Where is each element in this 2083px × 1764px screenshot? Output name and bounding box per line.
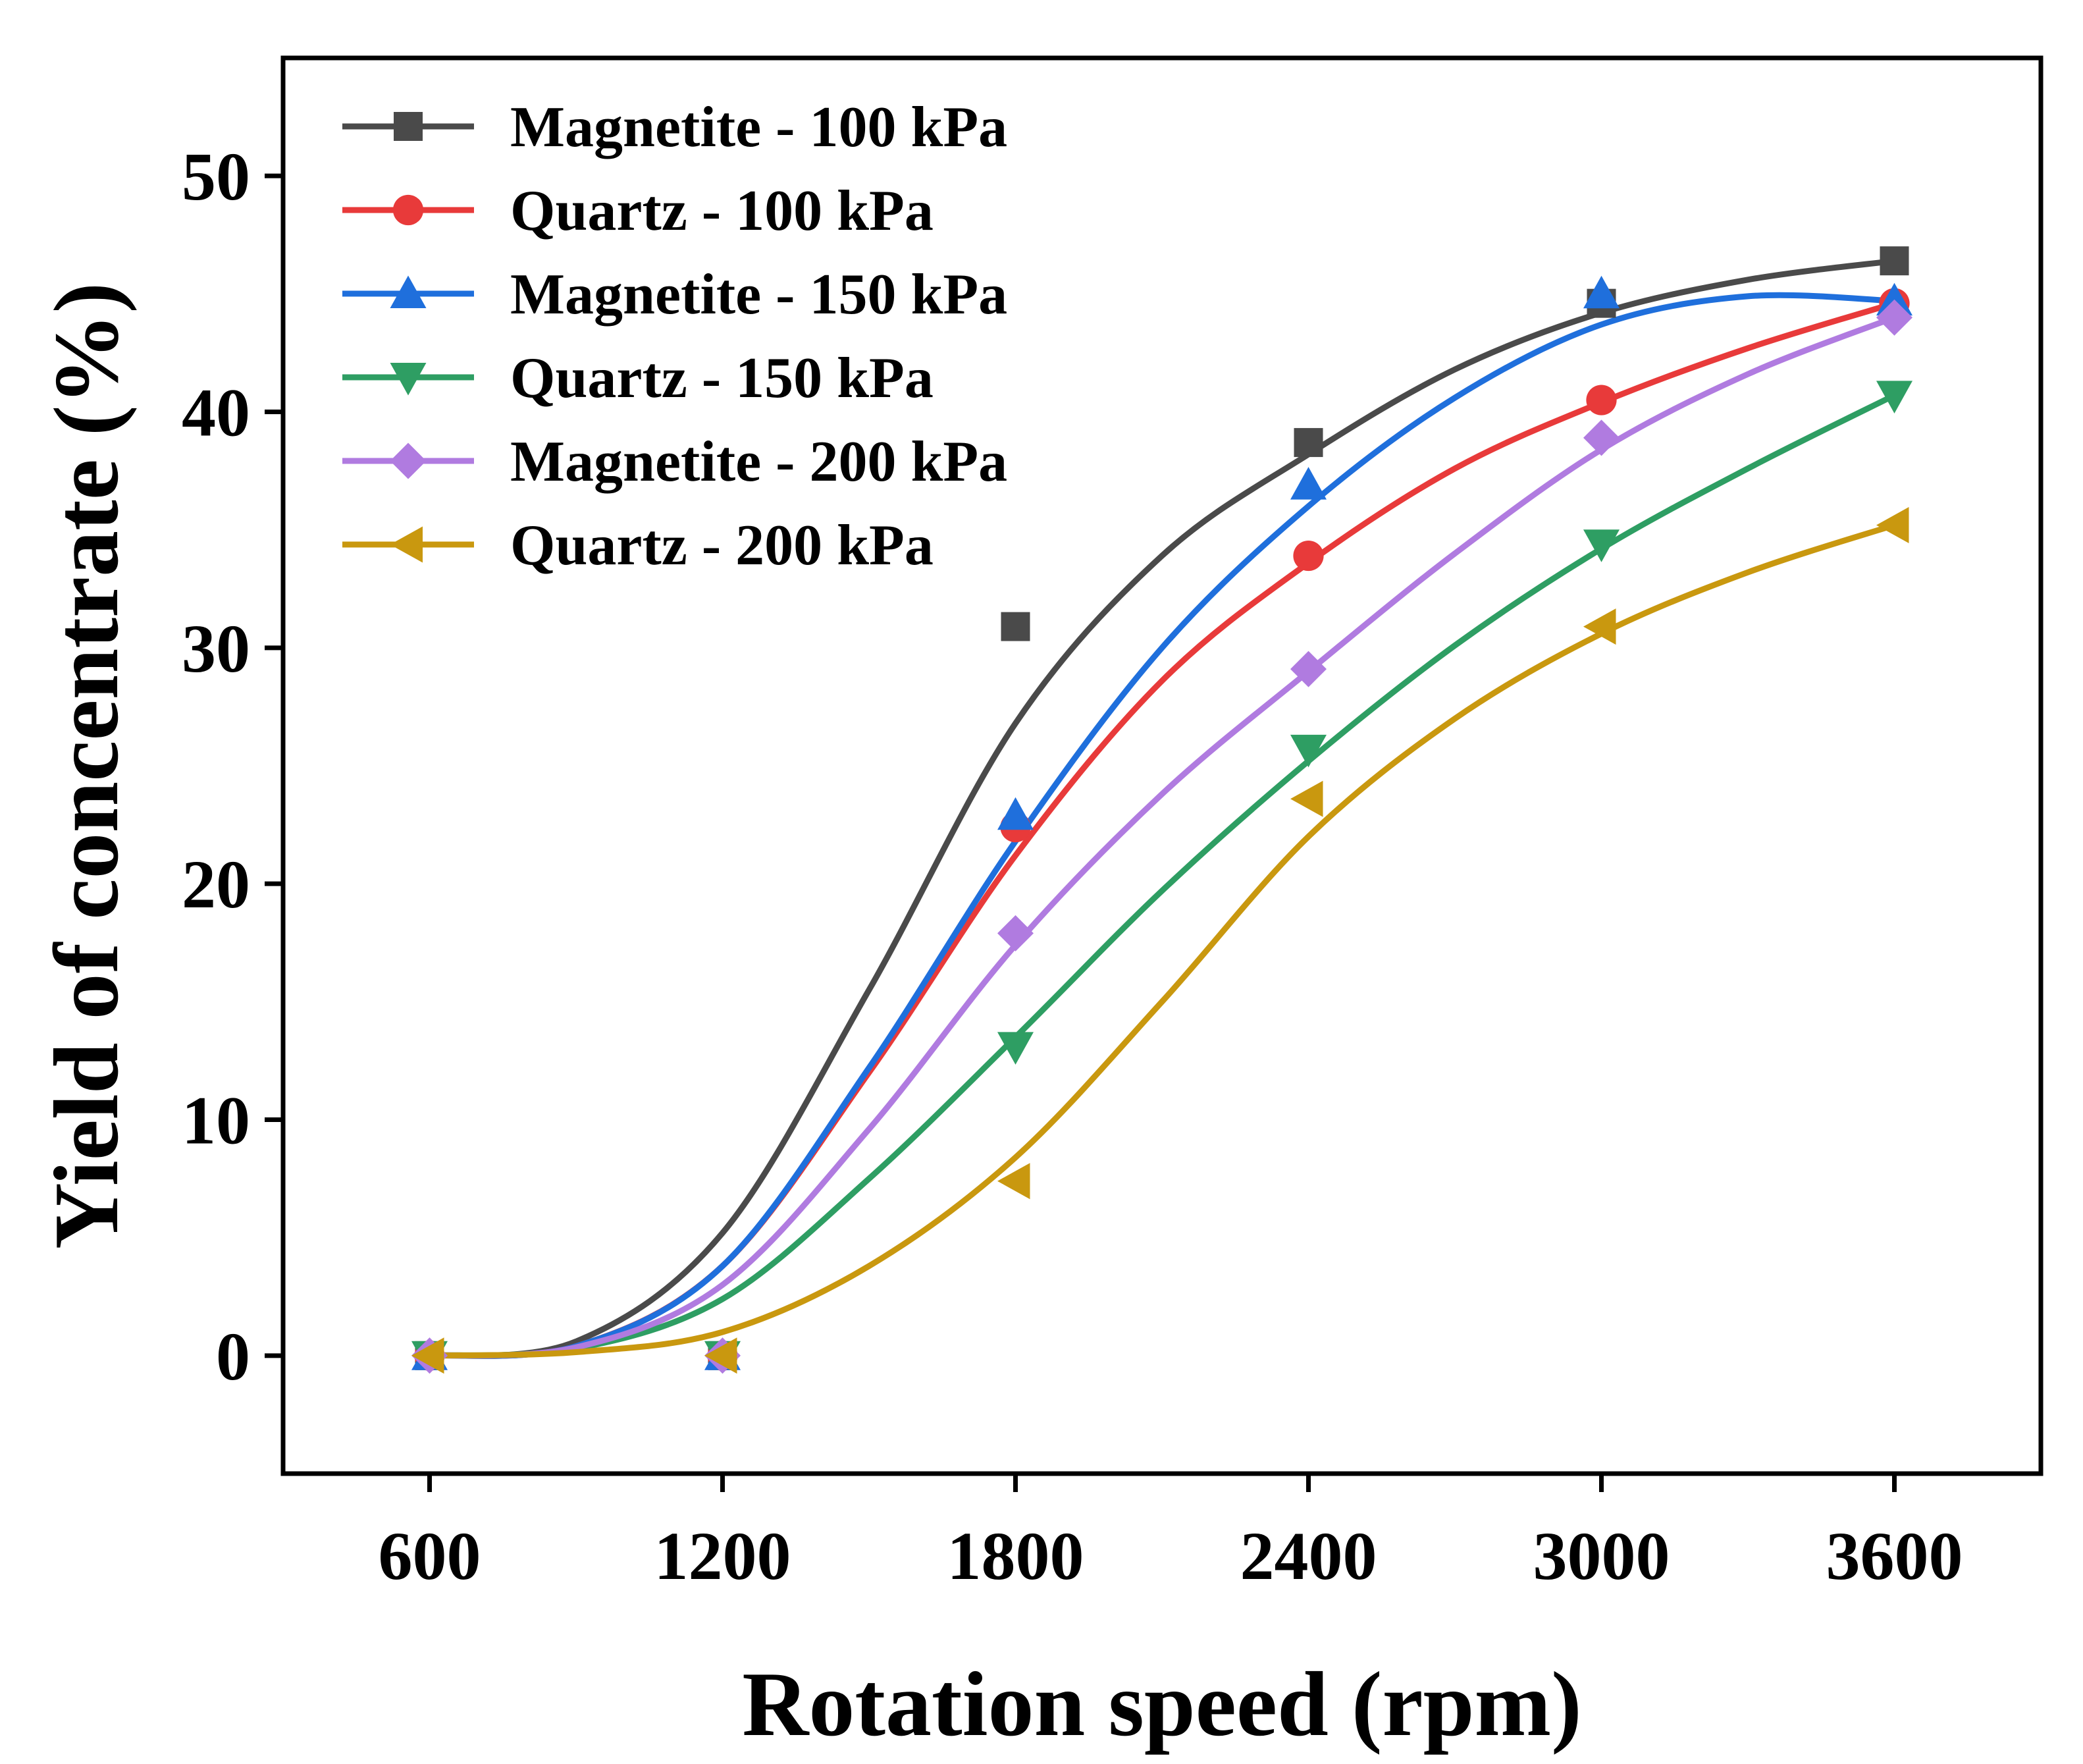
data-point [1290, 467, 1327, 500]
y-tick-label: 20 [182, 847, 250, 922]
data-point [1876, 507, 1909, 543]
series-line-4 [427, 314, 1897, 1359]
x-axis: 600 1200 1800 2400 3000 3600 [379, 1474, 1963, 1594]
legend-label: Magnetite - 100 kPa [510, 95, 1007, 159]
data-point [997, 915, 1034, 951]
data-point [1290, 780, 1323, 817]
data-point [1001, 612, 1030, 641]
legend-label: Quartz - 150 kPa [510, 346, 934, 410]
legend-marker [390, 275, 427, 308]
data-point [1876, 282, 1912, 316]
x-tick-label: 1200 [654, 1518, 791, 1594]
series-line-3 [427, 392, 1897, 1359]
series-curves [427, 257, 1897, 1359]
x-tick-label: 2400 [1240, 1518, 1377, 1594]
data-point [411, 1337, 444, 1374]
legend-marker [392, 194, 424, 226]
y-tick-label: 50 [182, 139, 250, 215]
x-tick-label: 1800 [947, 1518, 1084, 1594]
data-point [1293, 540, 1324, 572]
legend-label: Magnetite - 200 kPa [510, 430, 1007, 494]
data-point [704, 1337, 737, 1374]
x-tick-label: 3600 [1826, 1518, 1963, 1594]
series-line-5 [427, 522, 1897, 1359]
legend: Magnetite - 100 kPa Quartz - 100 kPa Magne… [342, 95, 1007, 577]
legend-marker [390, 363, 427, 396]
data-point [997, 1032, 1034, 1065]
data-point [1294, 428, 1323, 458]
x-tick-label: 600 [379, 1518, 481, 1594]
data-point [1583, 608, 1616, 645]
data-point [997, 797, 1034, 830]
y-tick-label: 40 [182, 375, 250, 451]
data-point [997, 1163, 1030, 1200]
y-axis-title: Yield of concentrate (%) [36, 282, 138, 1249]
data-point [1290, 734, 1327, 768]
data-point [1586, 385, 1617, 415]
legend-label: Quartz - 200 kPa [510, 514, 934, 577]
legend-label: Magnetite - 150 kPa [510, 263, 1007, 327]
legend-marker [390, 526, 423, 563]
legend-marker [394, 112, 423, 141]
data-point [1290, 651, 1327, 687]
data-point [1583, 419, 1620, 456]
data-point [1880, 246, 1909, 276]
legend-marker [390, 442, 427, 479]
y-tick-label: 10 [182, 1083, 250, 1159]
y-axis: 0 10 20 30 40 50 [182, 139, 283, 1395]
x-axis-title: Rotation speed (rpm) [742, 1653, 1581, 1755]
data-point [1876, 381, 1912, 414]
plot-frame [280, 55, 2043, 1476]
legend-label: Quartz - 100 kPa [510, 179, 934, 243]
data-point [1583, 275, 1620, 309]
data-point [1876, 299, 1912, 336]
x-tick-label: 3000 [1533, 1518, 1670, 1594]
y-tick-label: 30 [182, 611, 250, 687]
data-point [1583, 529, 1620, 562]
series-line-0 [427, 257, 1897, 1359]
y-tick-label: 0 [216, 1319, 250, 1395]
series-line-2 [427, 292, 1897, 1359]
series-markers [411, 246, 1912, 1374]
